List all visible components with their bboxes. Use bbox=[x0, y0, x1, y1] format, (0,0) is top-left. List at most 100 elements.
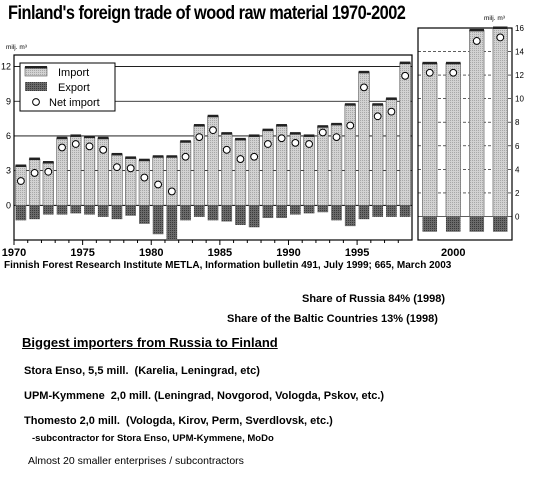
bar-export bbox=[317, 205, 329, 213]
bar-import bbox=[179, 141, 192, 206]
importer-regions: 2,0 mill. (Leningrad, Novgorod, Vologda,… bbox=[110, 390, 385, 402]
bar-export bbox=[221, 205, 233, 222]
bar-import-cap bbox=[180, 140, 191, 143]
net-import-point bbox=[425, 68, 434, 77]
bar-import bbox=[445, 63, 461, 217]
bar-export bbox=[42, 205, 54, 215]
net-import-point bbox=[496, 33, 505, 42]
bar-import-cap bbox=[422, 61, 438, 65]
net-import-point bbox=[44, 167, 53, 176]
legend-label-export: Export bbox=[58, 82, 90, 94]
source-note: Finnish Forest Research Institute METLA,… bbox=[4, 260, 452, 271]
bar-export bbox=[469, 216, 485, 232]
bar-export bbox=[84, 205, 95, 215]
net-import-point bbox=[387, 107, 396, 116]
bar-import bbox=[469, 30, 485, 217]
importer-company: Thomesto 2,0 mill. bbox=[24, 415, 120, 427]
bar-export bbox=[445, 216, 461, 232]
side-plot: 0 2 4 6 8 10 12 14 16 milj. m³ 2000 bbox=[417, 15, 524, 259]
y-tick-label: 14 bbox=[515, 48, 524, 57]
bar-export bbox=[276, 205, 287, 219]
bar-import bbox=[234, 139, 247, 206]
net-import-point bbox=[58, 143, 66, 152]
importer-company: UPM-Kymmene bbox=[24, 390, 105, 402]
importer-thomesto: Thomesto 2,0 mill. (Vologda, Kirov, Perm,… bbox=[24, 415, 339, 427]
y-tick-label: 0 bbox=[6, 200, 11, 210]
legend-label-net: Net import bbox=[49, 97, 100, 109]
bar-export bbox=[331, 205, 342, 221]
y-tick-label: 16 bbox=[515, 24, 524, 33]
net-import-point bbox=[401, 71, 410, 80]
bar-export bbox=[344, 205, 356, 227]
bar-import bbox=[317, 126, 329, 206]
x-tick-label: 1995 bbox=[345, 247, 369, 259]
net-import-point bbox=[472, 37, 481, 45]
bar-export bbox=[193, 205, 205, 217]
net-import-point bbox=[449, 68, 458, 77]
bar-import bbox=[358, 72, 370, 206]
bar-export bbox=[70, 205, 82, 214]
net-import-point bbox=[195, 133, 204, 141]
net-import-point bbox=[154, 180, 163, 189]
bar-import-cap bbox=[262, 128, 274, 132]
share-baltic: Share of the Baltic Countries 13% (1998) bbox=[227, 313, 438, 325]
net-import-point bbox=[305, 140, 313, 148]
net-import-point bbox=[222, 145, 231, 154]
bar-export bbox=[152, 205, 164, 235]
net-import-point bbox=[85, 142, 94, 151]
bar-import-cap bbox=[248, 134, 260, 137]
net-import-point bbox=[373, 112, 382, 121]
legend-swatch-export bbox=[25, 82, 47, 91]
bar-import-cap bbox=[15, 164, 27, 167]
legend-swatch-import-cap bbox=[25, 66, 47, 69]
bar-import-cap bbox=[331, 122, 342, 126]
bar-export bbox=[492, 216, 508, 232]
bar-export bbox=[111, 205, 123, 220]
bar-export bbox=[422, 216, 438, 232]
bar-import bbox=[28, 158, 41, 206]
bar-import-cap bbox=[56, 136, 68, 140]
net-import-point bbox=[167, 187, 176, 196]
bar-import-cap bbox=[289, 132, 301, 135]
bar-import-cap bbox=[97, 136, 109, 140]
bar-import-cap bbox=[166, 155, 178, 158]
y-tick-label: 12 bbox=[1, 62, 11, 72]
bar-export bbox=[386, 205, 397, 217]
bar-export bbox=[289, 205, 301, 215]
chart-canvas: 0 3 6 9 12 milj. m³ 1970 1975 1980 1985 1990 1995 0… bbox=[1, 15, 524, 259]
x-tick-label: 1985 bbox=[208, 247, 232, 259]
bar-export bbox=[97, 205, 109, 217]
y-tick-label: 6 bbox=[6, 131, 11, 141]
legend-label-import: Import bbox=[58, 67, 89, 79]
x-tick-label: 2000 bbox=[441, 247, 465, 259]
bar-import-cap bbox=[84, 135, 95, 139]
bar-export bbox=[358, 205, 370, 220]
bar-export bbox=[166, 205, 178, 240]
y-tick-label: 3 bbox=[6, 166, 11, 176]
bar-import bbox=[492, 27, 508, 217]
smaller-enterprises: Almost 20 smaller enterprises / subcontr… bbox=[28, 455, 244, 467]
importer-stora-enso: Stora Enso, 5,5 mill. (Karelia, Leningrad… bbox=[24, 365, 266, 377]
bar-import bbox=[138, 159, 151, 206]
net-import-point bbox=[16, 177, 25, 185]
subcontractor-note: -subcontractor for Stora Enso, UPM-Kymme… bbox=[32, 433, 274, 444]
bar-import bbox=[344, 104, 356, 206]
bar-import-cap bbox=[152, 155, 164, 158]
bar-export bbox=[303, 205, 315, 214]
bar-import-cap bbox=[399, 61, 411, 65]
main-plot: 0 3 6 9 12 milj. m³ 1970 1975 1980 1985 1990 1995 bbox=[1, 44, 413, 259]
y-tick-label: 12 bbox=[515, 71, 524, 80]
bar-import-cap bbox=[276, 124, 287, 127]
net-import-point bbox=[99, 145, 108, 154]
bar-import-cap bbox=[235, 137, 246, 141]
bar-import-cap bbox=[70, 134, 82, 137]
bar-import-cap bbox=[221, 132, 233, 135]
bar-import bbox=[15, 165, 27, 206]
bar-import-cap bbox=[207, 114, 219, 118]
importer-regions: (Karelia, Leningrad, etc) bbox=[134, 365, 260, 377]
net-import-point bbox=[209, 126, 217, 135]
bar-import-cap bbox=[358, 70, 370, 74]
bar-import-cap bbox=[139, 158, 150, 162]
importers-heading: Biggest importers from Russia to Finland bbox=[22, 335, 278, 350]
net-import-point bbox=[236, 155, 245, 163]
